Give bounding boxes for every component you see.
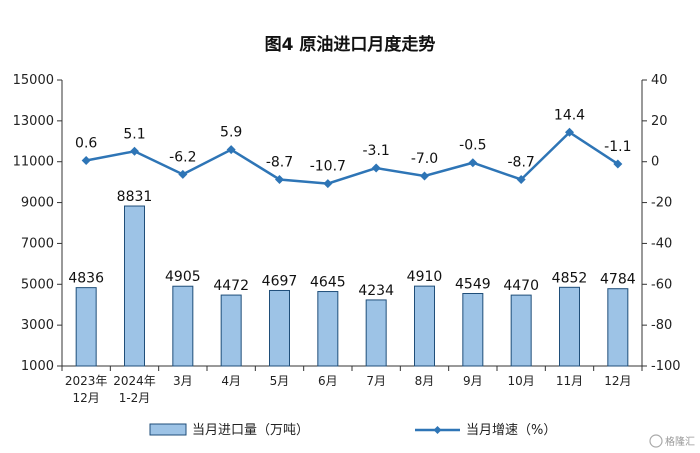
line-point bbox=[565, 127, 574, 137]
right-tick-label: -20 bbox=[651, 196, 672, 211]
x-tick-label: 2023年 bbox=[65, 374, 108, 388]
line-value-label: -6.2 bbox=[169, 149, 196, 165]
bar-value-label: 4470 bbox=[503, 278, 539, 294]
bar bbox=[75, 287, 97, 367]
x-tick-label: 7月 bbox=[366, 374, 386, 388]
chart-title: 图4 原油进口月度走势 bbox=[265, 34, 436, 55]
line-value-label: -0.5 bbox=[459, 138, 486, 154]
bar-value-label: 4836 bbox=[68, 271, 104, 287]
bar bbox=[365, 299, 387, 367]
right-tick-label: -80 bbox=[651, 318, 672, 333]
right-tick-label: -40 bbox=[651, 236, 672, 251]
watermark-icon bbox=[649, 434, 663, 448]
line-value-label: -3.1 bbox=[363, 143, 390, 159]
bar bbox=[462, 292, 484, 367]
line-point bbox=[275, 174, 284, 184]
line-point bbox=[226, 145, 236, 155]
bar-value-label: 4645 bbox=[310, 275, 346, 291]
left-tick-label: 15000 bbox=[13, 73, 54, 88]
x-tick-label: 1-2月 bbox=[119, 391, 151, 405]
line-value-label: -8.7 bbox=[508, 154, 535, 170]
left-tick-label: 1000 bbox=[21, 359, 54, 374]
line-value-label: 5.9 bbox=[220, 125, 242, 141]
bar bbox=[510, 294, 532, 367]
line-value-label: 0.6 bbox=[75, 135, 97, 151]
bar-data-labels: 4836 8831 4905 4472 4697 4645 4234 4910 4549 4470… bbox=[68, 189, 635, 299]
legend-line-marker bbox=[433, 426, 442, 434]
line-point bbox=[420, 171, 429, 181]
line-value-label: -7.0 bbox=[411, 151, 438, 167]
left-axis-ticks: 1000 3000 5000 7000 9000 11000 13000 15000 bbox=[13, 73, 62, 374]
line-value-label: -8.7 bbox=[266, 154, 293, 170]
line-value-label: -10.7 bbox=[310, 159, 346, 175]
bar-value-label: 4852 bbox=[552, 270, 588, 286]
x-axis-ticks: 2023年 12月 2024年 1-2月 3月 4月 5月 6月 7月 8月 9月 10月 11月 12月 bbox=[61, 366, 643, 405]
bar-value-label: 4784 bbox=[600, 272, 636, 288]
right-tick-label: -60 bbox=[651, 277, 672, 292]
line-point bbox=[323, 179, 333, 189]
left-tick-label: 5000 bbox=[21, 277, 54, 292]
left-tick-label: 11000 bbox=[13, 155, 54, 170]
x-tick-label: 10月 bbox=[508, 374, 535, 388]
line-value-label: 5.1 bbox=[123, 126, 145, 142]
line-data-labels: 0.6 5.1 -6.2 5.9 -8.7 -10.7 -3.1 -7.0 -0.5 -8.7 14… bbox=[75, 107, 631, 174]
right-axis-ticks: -100 -80 -60 -40 -20 0 20 40 bbox=[642, 73, 681, 374]
right-tick-label: 40 bbox=[651, 73, 668, 88]
bar bbox=[269, 289, 290, 367]
left-tick-label: 13000 bbox=[13, 114, 54, 129]
line-value-label: -1.1 bbox=[604, 139, 631, 155]
growth-line bbox=[85, 130, 619, 185]
left-tick-label: 9000 bbox=[21, 196, 54, 211]
right-tick-label: -100 bbox=[651, 359, 681, 374]
bar-value-label: 4472 bbox=[213, 278, 249, 294]
legend: 当月进口量（万吨） 当月增速（%） bbox=[149, 423, 556, 438]
bar-value-label: 4234 bbox=[358, 283, 394, 299]
x-tick-label: 4月 bbox=[221, 374, 241, 388]
bar bbox=[317, 291, 339, 367]
x-tick-label: 12月 bbox=[604, 374, 631, 388]
bar bbox=[220, 294, 242, 367]
watermark-logo: 格隆汇 bbox=[649, 434, 695, 448]
line-value-label: 14.4 bbox=[554, 107, 585, 123]
left-tick-label: 7000 bbox=[21, 236, 54, 251]
x-tick-label: 2024年 bbox=[113, 374, 156, 388]
x-tick-label: 9月 bbox=[463, 374, 483, 388]
line-point bbox=[178, 169, 188, 179]
right-tick-label: 0 bbox=[651, 155, 659, 170]
right-tick-label: 20 bbox=[651, 114, 668, 129]
bar bbox=[172, 285, 194, 367]
bar-series bbox=[75, 205, 629, 367]
x-tick-label: 12月 bbox=[73, 391, 100, 405]
bar bbox=[607, 288, 629, 367]
bar-value-label: 4905 bbox=[165, 269, 201, 285]
left-tick-label: 3000 bbox=[21, 318, 54, 333]
line-point bbox=[613, 159, 623, 169]
line-point bbox=[516, 174, 526, 184]
legend-bar-label: 当月进口量（万吨） bbox=[192, 423, 309, 438]
x-tick-label: 5月 bbox=[270, 374, 290, 388]
legend-line-label: 当月增速（%） bbox=[466, 423, 556, 438]
bar-value-label: 4910 bbox=[407, 269, 443, 285]
bar bbox=[559, 286, 580, 367]
line-series bbox=[81, 127, 623, 189]
line-point bbox=[130, 146, 139, 156]
watermark-text: 格隆汇 bbox=[665, 435, 695, 448]
bar bbox=[124, 205, 145, 367]
bar bbox=[414, 285, 435, 367]
x-tick-label: 8月 bbox=[415, 374, 435, 388]
bar-value-label: 4549 bbox=[455, 276, 491, 292]
legend-bar-swatch bbox=[149, 423, 187, 436]
bar-value-label: 8831 bbox=[117, 189, 153, 205]
line-point bbox=[371, 163, 381, 173]
line-point bbox=[468, 158, 478, 168]
x-tick-label: 11月 bbox=[556, 374, 583, 388]
x-tick-label: 6月 bbox=[318, 374, 338, 388]
x-tick-label: 3月 bbox=[173, 374, 193, 388]
bar-value-label: 4697 bbox=[262, 273, 298, 289]
line-point bbox=[81, 155, 91, 165]
